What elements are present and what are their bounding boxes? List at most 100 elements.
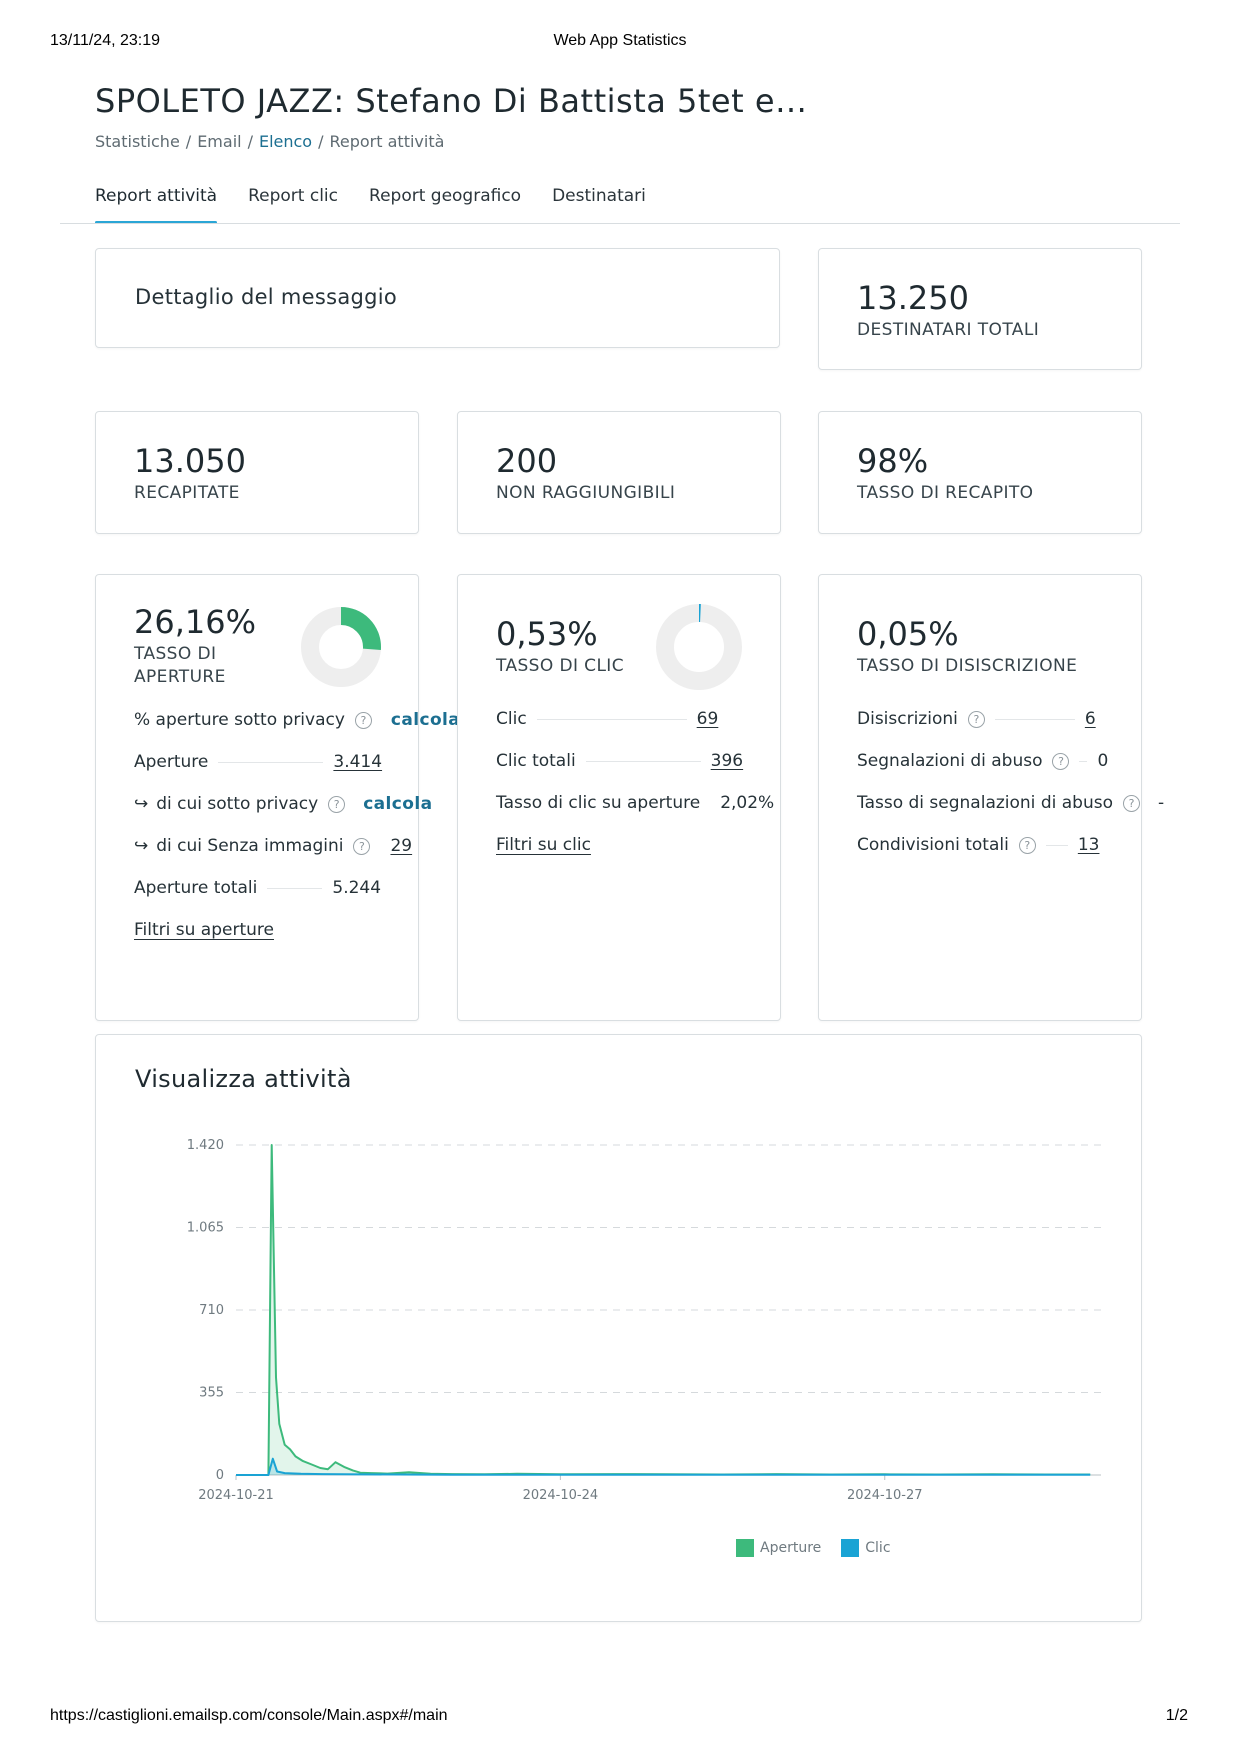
breadcrumb-email[interactable]: Email <box>197 132 242 151</box>
tasso-abuso-value: - <box>1157 793 1165 813</box>
row-senza-immagini: ↪ di cui Senza immagini ? 29 <box>134 836 412 856</box>
aperture-label-2: APERTURE <box>134 667 226 687</box>
breadcrumb-elenco[interactable]: Elenco <box>258 132 313 151</box>
help-icon[interactable]: ? <box>353 837 371 855</box>
y-tick-label: 355 <box>199 1386 224 1401</box>
y-tick-label: 710 <box>199 1303 224 1318</box>
print-title: Web App Statistics <box>553 32 687 49</box>
disiscrizioni-value-link[interactable]: 6 <box>1084 709 1096 729</box>
tasso-recapito-value: 98% <box>857 442 929 480</box>
row-privacy: % aperture sotto privacy ? calcola <box>134 710 460 730</box>
clic-value-link[interactable]: 69 <box>696 709 719 729</box>
row-clic: Clic 69 <box>496 709 718 729</box>
tab-bar: Report attività Report clic Report geogr… <box>95 186 646 224</box>
abuso-value: 0 <box>1097 751 1109 771</box>
print-page-number: 1/2 <box>1165 1707 1188 1724</box>
tab-report-geografico[interactable]: Report geografico <box>369 186 522 206</box>
disiscrizione-card: 0,05% TASSO DI DISISCRIZIONE Disiscrizio… <box>818 574 1164 1021</box>
activity-chart-card: Visualizza attività 0 355 710 1.065 1.420 202… <box>95 1034 1142 1622</box>
y-tick-label: 1.420 <box>187 1138 224 1153</box>
legend-label-aperture: Aperture <box>760 1540 822 1556</box>
breadcrumb-statistiche[interactable]: Statistiche <box>95 132 180 151</box>
help-icon[interactable]: ? <box>354 711 372 729</box>
aperture-card: 26,16% TASSO DI APERTURE % aperture sott… <box>95 574 460 1021</box>
aperture-row-label: Aperture <box>134 752 209 772</box>
print-date: 13/11/24, 23:19 <box>50 32 161 49</box>
disiscrizione-label: TASSO DI DISISCRIZIONE <box>857 656 1078 676</box>
tab-report-attivita[interactable]: Report attività <box>95 186 218 224</box>
senza-immagini-value-link[interactable]: 29 <box>390 836 413 856</box>
clic-donut <box>656 604 742 690</box>
row-leader-line <box>218 761 324 763</box>
recapitate-value: 13.050 <box>134 442 246 480</box>
breadcrumb: Statistiche / Email / Elenco / Report attività <box>95 132 445 151</box>
row-aperture: Aperture 3.414 <box>134 752 382 772</box>
aperture-value-link[interactable]: 3.414 <box>333 752 383 772</box>
row-condivisioni: Condivisioni totali ? 13 <box>857 835 1099 855</box>
chart-legend: Aperture Clic <box>736 1539 891 1557</box>
clic-donut-arc <box>656 604 742 690</box>
tasso-recapito-card: 98% TASSO DI RECAPITO <box>818 411 1142 534</box>
destinatari-value: 13.250 <box>857 279 969 317</box>
x-tick-label: 2024-10-27 <box>847 1488 923 1503</box>
calcola-privacy-button[interactable]: calcola <box>390 710 461 730</box>
senza-immagini-label: di cui Senza immagini <box>156 836 344 856</box>
recapitate-label: RECAPITATE <box>134 483 240 503</box>
abuso-label: Segnalazioni di abuso <box>857 751 1043 771</box>
sotto-privacy-label: di cui sotto privacy <box>156 794 319 814</box>
activity-chart[interactable]: 0 355 710 1.065 1.420 2024-10-21 2024-10-24 202… <box>96 1035 1143 1623</box>
row-leader-line <box>267 887 323 889</box>
non-raggiungibili-value: 200 <box>496 442 558 480</box>
calcola-sotto-privacy-button[interactable]: calcola <box>363 794 433 814</box>
row-sotto-privacy: ↪ di cui sotto privacy ? calcola <box>134 794 432 814</box>
help-icon[interactable]: ? <box>967 710 985 728</box>
page-title: SPOLETO JAZZ: Stefano Di Battista 5tet e… <box>95 82 808 120</box>
help-icon[interactable]: ? <box>1052 752 1070 770</box>
clic-totali-value-link[interactable]: 396 <box>710 751 744 771</box>
aperture-label-1: TASSO DI <box>134 644 217 664</box>
clic-su-aperture-label: Tasso di clic su aperture <box>496 793 701 813</box>
tab-destinatari[interactable]: Destinatari <box>552 186 646 206</box>
disiscrizione-rate: 0,05% <box>857 615 959 653</box>
row-tasso-abuso: Tasso di segnalazioni di abuso ? - <box>857 793 1164 813</box>
privacy-label: % aperture sotto privacy <box>134 710 345 730</box>
aperture-totali-label: Aperture totali <box>134 878 258 898</box>
filtri-clic-link[interactable]: Filtri su clic <box>496 835 591 855</box>
help-icon[interactable]: ? <box>1122 794 1140 812</box>
clic-rate: 0,53% <box>496 615 598 653</box>
y-tick-label: 0 <box>216 1468 224 1483</box>
message-detail-title: Dettaglio del messaggio <box>135 285 398 309</box>
chart-title: Visualizza attività <box>135 1065 352 1093</box>
help-icon[interactable]: ? <box>328 795 346 813</box>
non-raggiungibili-label: NON RAGGIUNGIBILI <box>496 483 676 503</box>
clic-totali-label: Clic totali <box>496 751 576 771</box>
row-leader-line <box>536 718 687 720</box>
row-leader-line <box>1079 760 1088 762</box>
subitem-arrow-icon: ↪ <box>134 794 149 814</box>
row-leader-line <box>585 760 701 762</box>
row-aperture-totali: Aperture totali 5.244 <box>134 878 381 898</box>
tab-report-clic[interactable]: Report clic <box>248 186 339 206</box>
message-detail-card[interactable]: Dettaglio del messaggio <box>95 248 780 348</box>
destinatari-label: DESTINATARI TOTALI <box>857 320 1040 340</box>
legend-item-clic[interactable]: Clic <box>841 1539 891 1557</box>
legend-swatch-aperture <box>736 1539 754 1557</box>
subitem-arrow-icon: ↪ <box>134 836 149 856</box>
tabs-divider <box>60 223 1180 224</box>
condivisioni-value-link[interactable]: 13 <box>1077 835 1100 855</box>
help-icon[interactable]: ? <box>1018 836 1036 854</box>
legend-swatch-clic <box>841 1539 860 1557</box>
row-abuso: Segnalazioni di abuso ? 0 <box>857 751 1108 771</box>
clic-donut-track <box>656 604 742 690</box>
condivisioni-label: Condivisioni totali <box>857 835 1009 855</box>
legend-item-aperture[interactable]: Aperture <box>736 1539 821 1557</box>
filtri-aperture-link[interactable]: Filtri su aperture <box>134 920 274 940</box>
row-disiscrizioni: Disiscrizioni ? 6 <box>857 709 1096 729</box>
row-leader-line <box>1045 844 1068 846</box>
clic-card: 0,53% TASSO DI CLIC Clic 69 Clic totali … <box>457 574 781 1021</box>
breadcrumb-current: Report attività <box>329 132 445 151</box>
tasso-recapito-label: TASSO DI RECAPITO <box>857 483 1034 503</box>
series-line-clic <box>236 1457 1091 1476</box>
tasso-abuso-label: Tasso di segnalazioni di abuso <box>857 793 1113 813</box>
series-area-aperture <box>236 1145 1091 1475</box>
